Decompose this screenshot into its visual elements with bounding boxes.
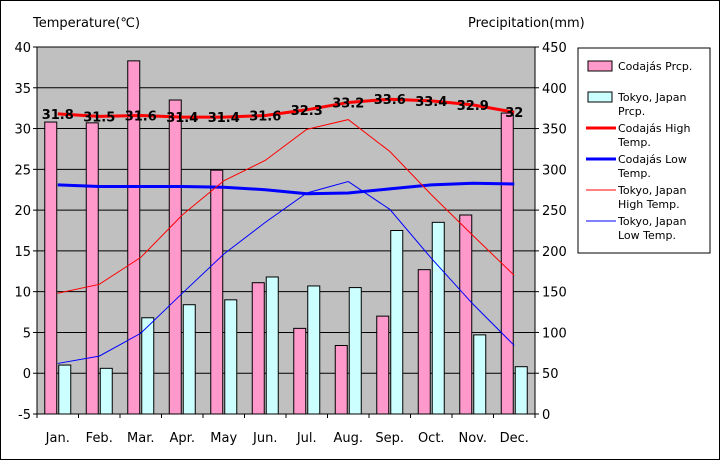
bar-codajas-prcp bbox=[85, 122, 99, 415]
legend-label: Temp. bbox=[617, 167, 651, 180]
legend-box bbox=[577, 47, 711, 254]
bar-codajas-prcp bbox=[293, 327, 307, 415]
bar-tokyo-prcp bbox=[265, 276, 279, 415]
right-tick-label: 250 bbox=[542, 204, 567, 219]
bar-codajas-prcp bbox=[168, 99, 182, 415]
right-axis-title: Precipitation(mm) bbox=[468, 16, 585, 31]
data-label: 33.4 bbox=[415, 95, 447, 110]
bar-codajas-prcp bbox=[500, 112, 514, 415]
right-tick-label: 350 bbox=[542, 123, 567, 138]
line-tokyo-low bbox=[57, 181, 515, 364]
legend-label: Codajás Prcp. bbox=[618, 60, 692, 73]
bar-tokyo-prcp bbox=[141, 317, 155, 415]
left-axis-title: Temperature(℃) bbox=[32, 16, 140, 31]
x-tick-label: Oct. bbox=[418, 431, 445, 446]
data-label: 32.9 bbox=[457, 99, 489, 114]
x-tick-label: Jun. bbox=[252, 431, 277, 446]
bar-tokyo-prcp bbox=[514, 366, 528, 415]
line-codajas-high bbox=[57, 97, 515, 119]
x-tick-label: Mar. bbox=[127, 431, 154, 446]
legend-label: Tokyo, Japan bbox=[617, 184, 686, 197]
bar-tokyo-prcp bbox=[182, 304, 196, 415]
left-tick-label: 10 bbox=[14, 286, 31, 301]
bar-tokyo-prcp bbox=[224, 299, 238, 415]
legend-label: Prcp. bbox=[618, 105, 645, 118]
legend-label: Tokyo, Japan bbox=[617, 215, 686, 228]
line-codajas-low bbox=[57, 181, 515, 196]
grid-lines bbox=[37, 87, 535, 374]
data-label: 31.6 bbox=[125, 110, 157, 125]
bar-tokyo-prcp bbox=[390, 230, 404, 415]
data-label: 31.4 bbox=[166, 111, 198, 126]
left-tick-label: 15 bbox=[14, 245, 31, 260]
bar-tokyo-prcp bbox=[431, 221, 445, 415]
bar-tokyo-prcp bbox=[473, 334, 487, 415]
plot-area bbox=[36, 46, 536, 415]
x-tick-label: May bbox=[210, 431, 237, 446]
left-tick-label: 0 bbox=[23, 367, 31, 382]
x-tick-label: Sep. bbox=[375, 431, 404, 446]
left-tick-label: 35 bbox=[14, 82, 31, 97]
bar-codajas-prcp bbox=[251, 282, 265, 415]
legend-label: Codajás Low bbox=[618, 153, 687, 166]
lines-group bbox=[57, 97, 515, 364]
x-tick-label: Feb. bbox=[86, 431, 113, 446]
bar-codajas-prcp bbox=[459, 214, 473, 415]
left-tick-label: 40 bbox=[14, 41, 31, 56]
legend-label: Tokyo, Japan bbox=[617, 91, 686, 104]
bar-tokyo-prcp bbox=[58, 364, 72, 415]
legend-swatch bbox=[587, 91, 613, 103]
bar-tokyo-prcp bbox=[99, 367, 113, 415]
data-label: 33.6 bbox=[374, 93, 406, 108]
left-tick-label: 30 bbox=[14, 123, 31, 138]
bar-codajas-prcp bbox=[417, 269, 431, 415]
right-tick-label: 400 bbox=[542, 82, 567, 97]
legend-label: Codajás High bbox=[618, 122, 690, 135]
data-label: 33.2 bbox=[332, 96, 364, 111]
bar-codajas-prcp bbox=[210, 169, 224, 415]
x-tick-label: Aug. bbox=[333, 431, 363, 446]
bar-tokyo-prcp bbox=[348, 287, 362, 415]
right-tick-label: 300 bbox=[542, 163, 567, 178]
axes-group: -505101520253035400501001502002503003504… bbox=[14, 41, 566, 446]
right-tick-label: 150 bbox=[542, 286, 567, 301]
bars-group bbox=[44, 60, 528, 415]
x-tick-label: Jan. bbox=[45, 431, 70, 446]
bar-codajas-prcp bbox=[127, 60, 141, 415]
left-tick-label: -5 bbox=[18, 408, 31, 423]
line-tokyo-high bbox=[57, 119, 515, 294]
x-tick-label: Dec. bbox=[500, 431, 529, 446]
data-label: 32.3 bbox=[291, 104, 323, 119]
data-label: 31.4 bbox=[208, 111, 240, 126]
legend-label: Low Temp. bbox=[618, 229, 676, 242]
left-tick-label: 20 bbox=[14, 204, 31, 219]
right-tick-label: 200 bbox=[542, 245, 567, 260]
left-tick-label: 5 bbox=[23, 326, 31, 341]
right-tick-label: 0 bbox=[542, 408, 550, 423]
x-tick-label: Nov. bbox=[459, 431, 488, 446]
right-tick-label: 100 bbox=[542, 326, 567, 341]
data-label: 31.6 bbox=[249, 110, 281, 125]
right-tick-label: 450 bbox=[542, 41, 567, 56]
data-label: 32 bbox=[505, 106, 523, 121]
data-label: 31.5 bbox=[83, 110, 115, 125]
left-tick-label: 25 bbox=[14, 163, 31, 178]
x-tick-label: Jul. bbox=[296, 431, 317, 446]
data-labels-group: 31.8 31.5 31.6 31.4 31.4 31.6 32.3 33.2 33.6 33.4… bbox=[42, 93, 524, 126]
bar-codajas-prcp bbox=[44, 121, 58, 415]
x-tick-label: Apr. bbox=[170, 431, 195, 446]
bar-codajas-prcp bbox=[334, 344, 348, 415]
right-tick-label: 50 bbox=[542, 367, 559, 382]
legend-label: Temp. bbox=[617, 136, 651, 149]
legend-swatch bbox=[587, 60, 613, 72]
legend-label: High Temp. bbox=[618, 198, 680, 211]
bar-tokyo-prcp bbox=[307, 285, 321, 415]
bar-codajas-prcp bbox=[376, 315, 390, 415]
data-label: 31.8 bbox=[42, 108, 74, 123]
